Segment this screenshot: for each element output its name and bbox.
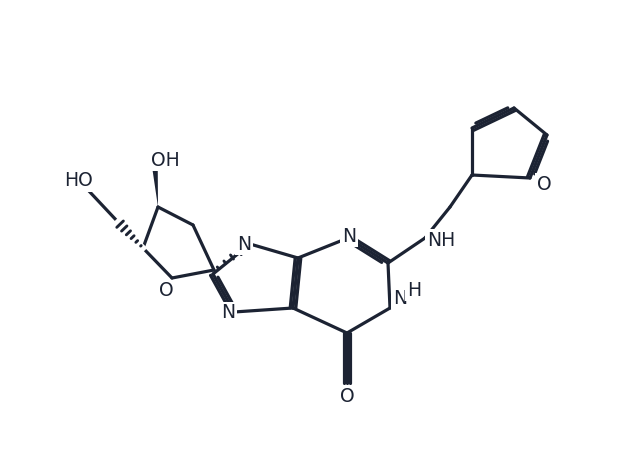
Polygon shape [152,168,158,207]
Text: O: O [159,282,173,300]
Text: O: O [537,174,551,194]
Text: H: H [407,281,421,299]
Text: N: N [221,304,235,322]
Text: HO: HO [63,172,92,190]
Text: NH: NH [427,230,455,250]
Text: O: O [340,386,355,406]
Text: N: N [342,227,356,245]
Text: OH: OH [150,150,179,170]
Text: N: N [237,235,251,253]
Text: N: N [393,289,407,307]
